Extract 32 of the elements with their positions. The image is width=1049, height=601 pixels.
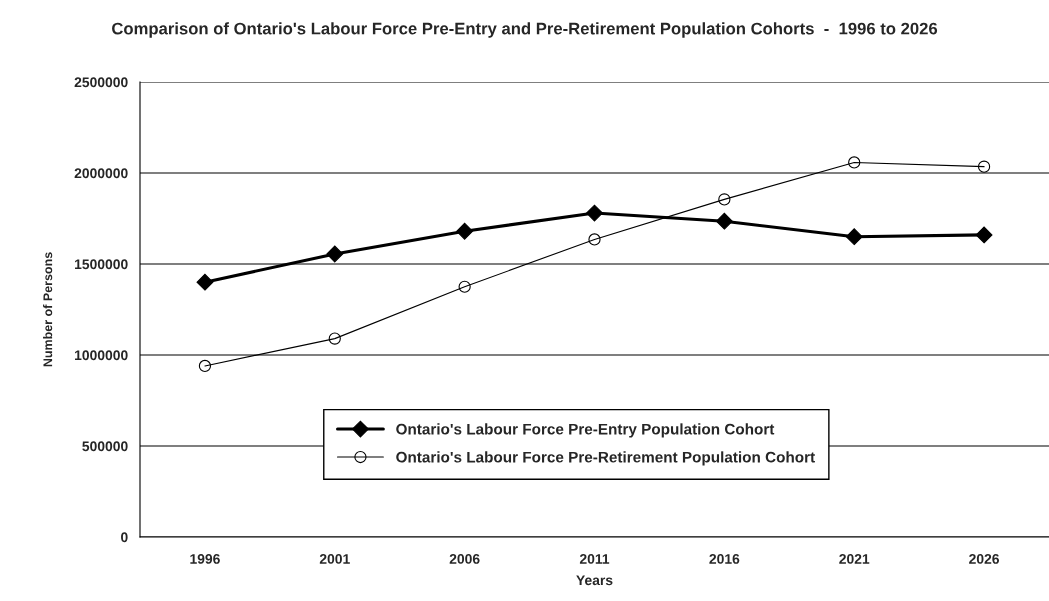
legend-label: Ontario's Labour Force Pre-Retirement Population Cohort <box>396 451 815 466</box>
x-tick-label: 2011 <box>579 554 610 564</box>
point <box>975 226 993 244</box>
point <box>458 280 471 293</box>
point <box>586 204 603 222</box>
point <box>588 233 601 246</box>
legend-label: Ontario's Labour Force Pre-Entry Population Cohort <box>396 423 775 438</box>
x-tick-label: 2016 <box>709 554 740 564</box>
y-tick-label: 1500000 <box>75 259 128 270</box>
point <box>328 332 341 345</box>
point <box>326 245 344 263</box>
point <box>198 359 212 373</box>
x-tick-label: 2001 <box>319 554 350 564</box>
y-tick-label: 2000000 <box>74 168 128 179</box>
y-tick-label: 500000 <box>82 441 128 452</box>
x-tick-label: 2021 <box>839 554 870 564</box>
point <box>848 156 861 169</box>
x-tick-label: 2006 <box>449 554 480 564</box>
x-axis-title: Years <box>576 575 613 586</box>
y-tick-label: 0 <box>121 532 128 543</box>
y-axis-title: Number of Persons <box>43 252 53 367</box>
point <box>196 273 214 291</box>
point <box>845 228 863 246</box>
point <box>715 212 733 230</box>
y-tick-label: 2500000 <box>74 77 128 88</box>
x-tick-label: 2026 <box>969 554 1000 564</box>
point <box>718 193 731 206</box>
chart-title: Comparison of Ontario's Labour Force Pre-Entry and Pre-Retirement Population Cohorts - 1996 to 2026 <box>112 22 938 38</box>
y-tick-label: 1000000 <box>75 350 128 361</box>
point <box>456 222 474 240</box>
point <box>977 160 991 173</box>
x-tick-label: 1996 <box>190 554 220 564</box>
